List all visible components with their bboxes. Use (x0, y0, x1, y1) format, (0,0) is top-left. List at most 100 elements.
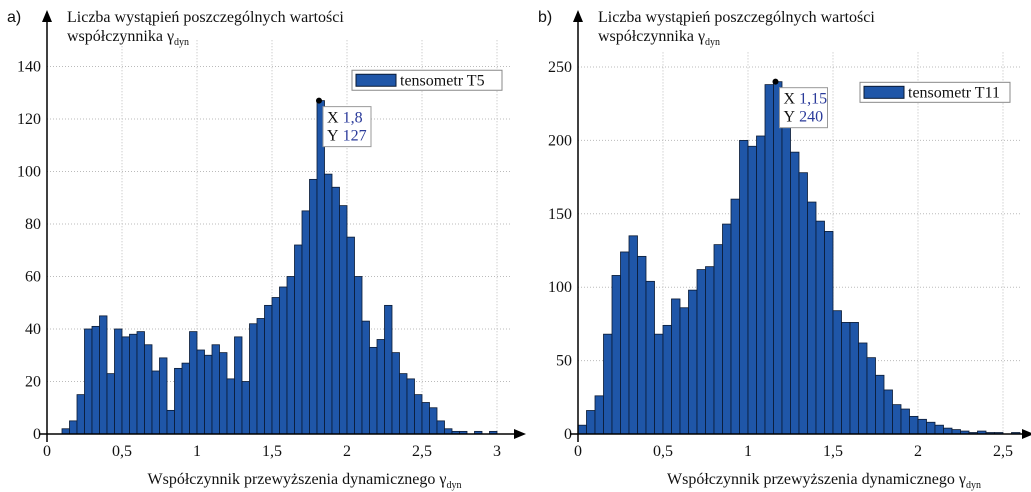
bar (76, 394, 85, 435)
bar (730, 198, 740, 435)
y-tick-label: 40 (25, 321, 41, 338)
bar (926, 421, 936, 435)
x-tick-label: 2 (914, 443, 922, 460)
tooltip-x-label: X (784, 91, 796, 108)
bar (159, 357, 168, 435)
bar (620, 251, 630, 435)
bar (69, 420, 78, 435)
bar (414, 394, 423, 435)
bar (705, 266, 715, 435)
bar (106, 373, 115, 435)
bar (301, 210, 310, 435)
y-tick-label: 100 (17, 164, 41, 181)
bar (271, 297, 280, 435)
legend-label: tensometr T5 (400, 72, 485, 89)
y-axis-title: Liczba wystąpień poszczególnych wartości (67, 9, 344, 26)
bar (764, 84, 774, 435)
panel-label: a) (7, 9, 21, 26)
bar (61, 428, 70, 435)
x-axis-title-sub: dyn (966, 480, 981, 491)
bar (361, 320, 370, 435)
y-tick-label: 120 (17, 111, 41, 128)
y-tick-label: 0 (564, 426, 572, 443)
bar (369, 346, 378, 435)
bar (196, 349, 205, 435)
x-axis-title-sub: dyn (446, 480, 461, 491)
x-axis-arrow (514, 429, 526, 439)
bar (384, 304, 393, 435)
tooltip-y-label: Y (784, 109, 796, 126)
bar (943, 427, 953, 435)
y-axis-arrow (573, 10, 583, 22)
y-axis-arrow (42, 10, 52, 22)
x-tick-label: 2,5 (412, 443, 432, 460)
peak-marker (772, 78, 779, 85)
bar (294, 244, 303, 435)
x-tick-label: 1,5 (262, 443, 282, 460)
bar (662, 324, 672, 435)
bar (346, 236, 355, 435)
bar (436, 420, 445, 435)
bar (249, 323, 258, 435)
bar (781, 103, 791, 435)
bar (875, 374, 885, 435)
y-tick-label: 150 (548, 206, 572, 223)
y-tick-label: 80 (25, 216, 41, 233)
x-axis-title-text: Współczynnik przewyższenia dynamicznego … (148, 471, 447, 488)
bar (645, 280, 655, 435)
y-axis-title-sub: dyn (705, 37, 720, 48)
bar (84, 328, 93, 435)
x-tick-label: 3 (493, 443, 501, 460)
bar (815, 220, 825, 435)
bar (756, 135, 766, 435)
y-axis-title: Liczba wystąpień poszczególnych wartości (598, 9, 875, 26)
bar (790, 151, 800, 435)
bar (739, 139, 749, 435)
x-axis-arrow (1022, 429, 1031, 439)
bar (586, 410, 596, 435)
bar (264, 304, 273, 435)
bar (241, 381, 250, 435)
x-tick-label: 0 (43, 443, 51, 460)
y-tick-label: 50 (556, 353, 572, 370)
bar (747, 145, 757, 435)
bar (226, 378, 235, 435)
x-tick-label: 1,5 (823, 443, 843, 460)
tooltip-x: X 1,8 (327, 110, 363, 127)
bar (151, 370, 160, 435)
bar (121, 336, 130, 435)
y-axis-title: współczynnika γdyn (67, 28, 189, 48)
y-tick-label: 140 (17, 59, 41, 76)
x-tick-label: 1 (744, 443, 752, 460)
bar (166, 409, 175, 435)
bar (866, 357, 876, 435)
x-tick-label: 2 (343, 443, 351, 460)
x-axis-title: Współczynnik przewyższenia dynamicznego … (148, 471, 462, 491)
bar (688, 289, 698, 435)
bar (917, 418, 927, 435)
bar (376, 339, 385, 435)
x-axis-title-text: Współczynnik przewyższenia dynamicznego … (667, 471, 966, 488)
y-tick-label: 200 (548, 132, 572, 149)
bar (429, 407, 438, 435)
bar (824, 231, 834, 435)
bar (144, 344, 153, 435)
legend-swatch (355, 73, 397, 87)
bar (316, 100, 325, 435)
bar (219, 352, 228, 435)
bar (900, 408, 910, 435)
tooltip-y: Y 127 (327, 128, 367, 145)
bar (286, 276, 295, 435)
bar (696, 269, 706, 435)
bar (174, 367, 183, 435)
y-axis-title-text: współczynnika γ (67, 28, 174, 45)
bar (577, 424, 587, 435)
bar (234, 336, 243, 435)
bar (444, 428, 453, 435)
x-axis-title: Współczynnik przewyższenia dynamicznego … (667, 471, 981, 491)
bar (892, 404, 902, 435)
bar (713, 244, 723, 435)
x-tick-label: 0,5 (112, 443, 132, 460)
y-tick-label: 60 (25, 269, 41, 286)
